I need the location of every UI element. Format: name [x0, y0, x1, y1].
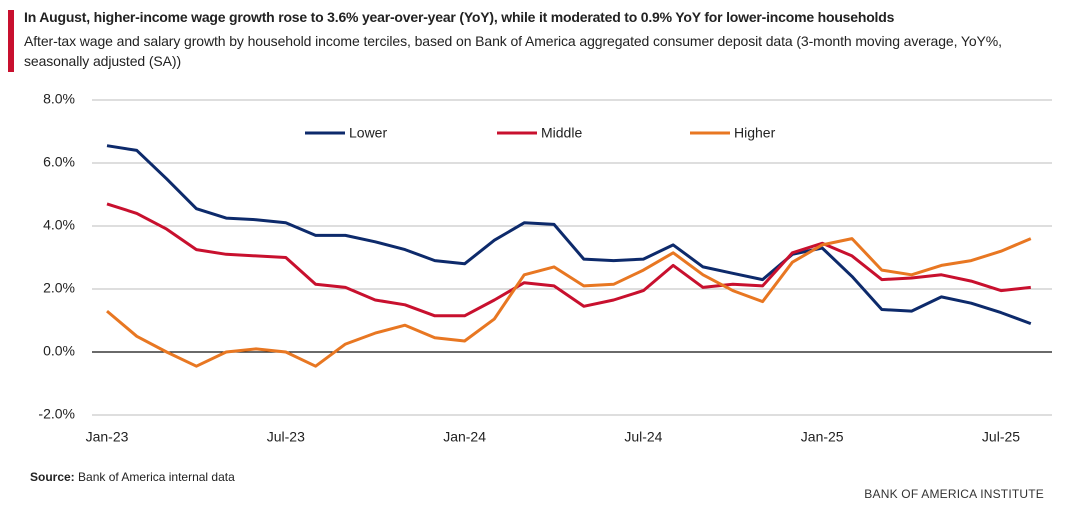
series-line — [106, 237, 1032, 368]
chart-subtitle: After-tax wage and salary growth by hous… — [24, 33, 1002, 69]
brand: BANK OF AMERICA INSTITUTE — [864, 487, 1044, 501]
source-label: Source: — [30, 470, 75, 484]
legend-label: Lower — [349, 125, 387, 141]
x-tick-label: Jul-25 — [982, 429, 1020, 445]
x-tick-label: Jul-23 — [267, 429, 305, 445]
legend-label: Higher — [734, 125, 776, 141]
y-tick-label: 4.0% — [43, 217, 75, 233]
series-line — [106, 202, 1031, 318]
x-tick-label: Jan-25 — [801, 429, 844, 445]
source-text: Bank of America internal data — [78, 470, 235, 484]
x-tick-label: Jul-24 — [624, 429, 662, 445]
y-tick-label: 0.0% — [43, 343, 75, 359]
y-tick-label: 8.0% — [43, 91, 75, 107]
y-tick-label: -2.0% — [38, 406, 75, 422]
x-tick-label: Jan-24 — [443, 429, 486, 445]
y-tick-label: 6.0% — [43, 154, 75, 170]
legend-label: Middle — [541, 125, 582, 141]
chart-title: In August, higher-income wage growth ros… — [24, 9, 895, 25]
source-note: Source: Bank of America internal data — [30, 470, 235, 484]
series-line — [106, 144, 1032, 326]
x-tick-label: Jan-23 — [86, 429, 129, 445]
accent-bar — [8, 10, 14, 72]
y-tick-label: 2.0% — [43, 280, 75, 296]
